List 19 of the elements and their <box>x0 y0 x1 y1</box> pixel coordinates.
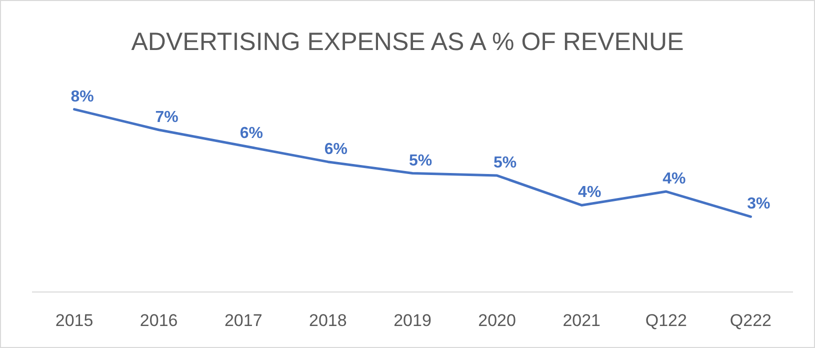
data-label: 4% <box>662 170 686 188</box>
data-label: 6% <box>324 140 348 158</box>
x-tick-label: 2021 <box>562 311 601 330</box>
data-label: 5% <box>408 152 432 170</box>
data-label: 7% <box>155 108 178 126</box>
data-label: 6% <box>240 124 263 142</box>
data-label: 5% <box>493 154 517 172</box>
data-label: 4% <box>578 184 602 202</box>
x-tick-label: 2017 <box>224 311 262 330</box>
chart-title: ADVERTISING EXPENSE AS A % OF REVENUE <box>131 28 684 56</box>
x-tick-label: 2018 <box>309 311 347 330</box>
x-tick-label: 2020 <box>478 311 516 330</box>
x-tick-label: 2015 <box>55 311 94 330</box>
x-tick-label: 2016 <box>140 311 178 330</box>
x-tick-label: 2019 <box>394 311 432 330</box>
data-label: 3% <box>747 196 770 213</box>
x-tick-label: Q222 <box>730 311 772 330</box>
data-label: 8% <box>70 88 94 106</box>
x-tick-label: Q122 <box>645 311 687 330</box>
